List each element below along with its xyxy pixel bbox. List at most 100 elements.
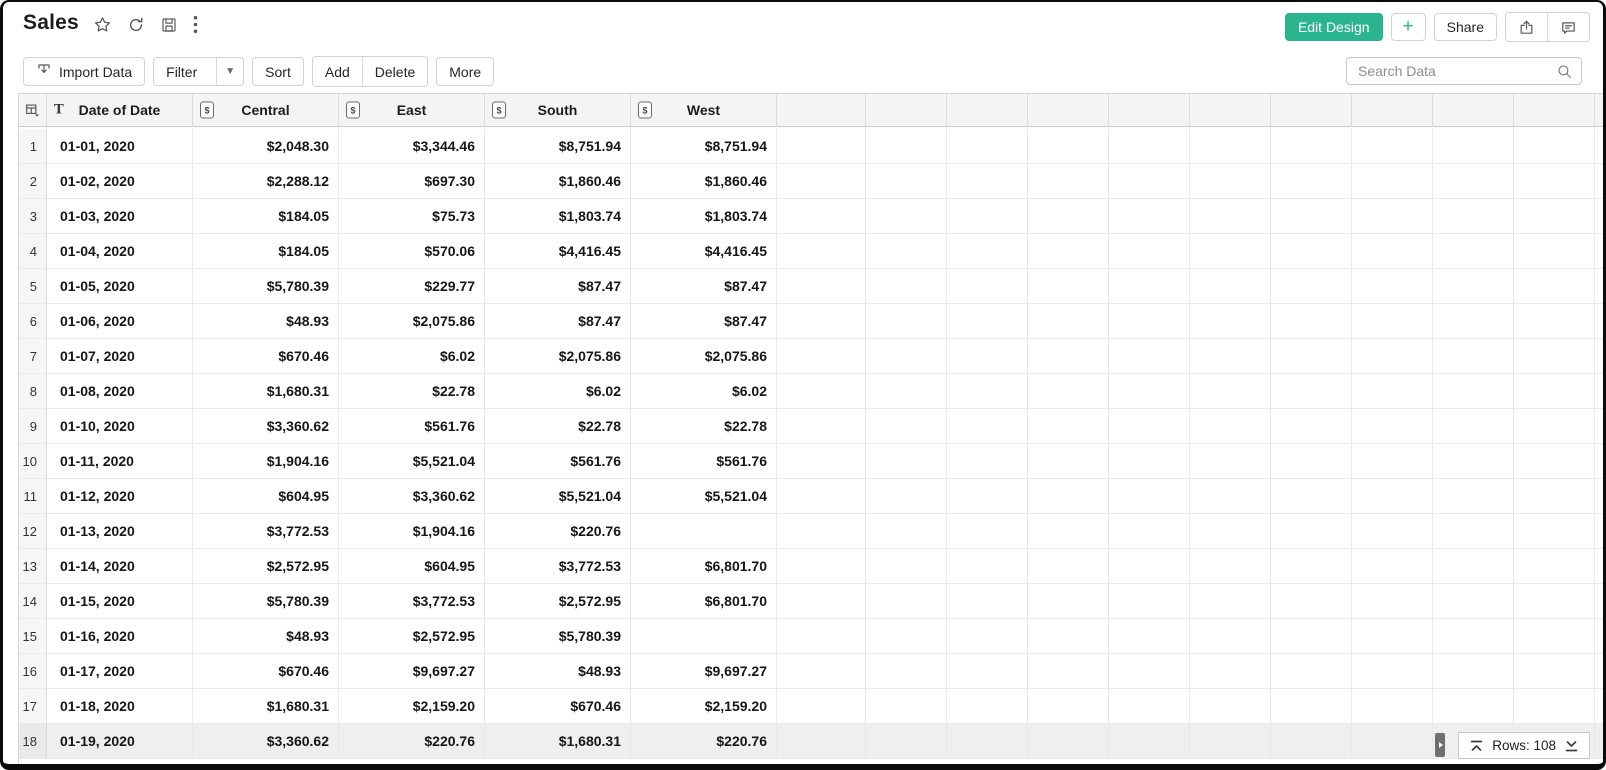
row-number-cell[interactable]: 12 xyxy=(19,514,47,549)
filter-label[interactable]: Filter xyxy=(166,63,198,80)
select-all-corner-cell[interactable] xyxy=(19,94,47,127)
currency-cell[interactable]: $220.76 xyxy=(631,724,777,759)
sort-button[interactable]: Sort xyxy=(252,57,304,86)
date-cell[interactable]: 01-08, 2020 xyxy=(47,374,193,409)
filter-dropdown-caret-icon[interactable]: ▼ xyxy=(216,58,243,85)
delete-button[interactable]: Delete xyxy=(361,57,428,86)
add-button[interactable]: Add xyxy=(312,57,362,86)
currency-cell[interactable]: $2,572.95 xyxy=(485,584,631,619)
export-icon[interactable] xyxy=(1506,13,1547,41)
currency-cell[interactable]: $604.95 xyxy=(193,479,339,514)
currency-cell[interactable]: $2,288.12 xyxy=(193,164,339,199)
currency-cell[interactable]: $48.93 xyxy=(193,304,339,339)
column-header-central[interactable]: $ Central xyxy=(193,94,339,127)
refresh-icon[interactable] xyxy=(127,16,145,34)
date-cell[interactable]: 01-15, 2020 xyxy=(47,584,193,619)
scroll-to-top-icon[interactable] xyxy=(1469,739,1484,753)
star-icon[interactable] xyxy=(93,15,112,34)
currency-cell[interactable]: $5,780.39 xyxy=(485,619,631,654)
currency-cell[interactable]: $2,159.20 xyxy=(339,689,485,724)
currency-cell[interactable]: $75.73 xyxy=(339,199,485,234)
currency-cell[interactable]: $6,801.70 xyxy=(631,549,777,584)
date-cell[interactable]: 01-18, 2020 xyxy=(47,689,193,724)
currency-cell[interactable]: $670.46 xyxy=(193,339,339,374)
currency-cell[interactable]: $1,860.46 xyxy=(631,164,777,199)
currency-cell[interactable]: $1,904.16 xyxy=(193,444,339,479)
scrollbar-handle[interactable] xyxy=(1435,733,1445,757)
row-number-cell[interactable]: 4 xyxy=(19,234,47,269)
currency-cell[interactable]: $3,360.62 xyxy=(193,409,339,444)
create-new-button[interactable]: + xyxy=(1390,13,1426,41)
currency-cell[interactable]: $184.05 xyxy=(193,199,339,234)
currency-cell[interactable] xyxy=(631,514,777,549)
currency-cell[interactable]: $3,344.46 xyxy=(339,129,485,164)
currency-cell[interactable]: $87.47 xyxy=(485,304,631,339)
kebab-menu-icon[interactable] xyxy=(193,15,198,34)
currency-cell[interactable]: $87.47 xyxy=(631,304,777,339)
column-header-east[interactable]: $ East xyxy=(339,94,485,127)
currency-cell[interactable]: $9,697.27 xyxy=(631,654,777,689)
row-number-cell[interactable]: 13 xyxy=(19,549,47,584)
date-cell[interactable]: 01-04, 2020 xyxy=(47,234,193,269)
currency-cell[interactable]: $1,680.31 xyxy=(193,689,339,724)
save-icon[interactable] xyxy=(160,16,178,34)
currency-cell[interactable]: $1,680.31 xyxy=(193,374,339,409)
currency-cell[interactable]: $4,416.45 xyxy=(631,234,777,269)
currency-cell[interactable]: $697.30 xyxy=(339,164,485,199)
date-cell[interactable]: 01-10, 2020 xyxy=(47,409,193,444)
search-input[interactable] xyxy=(1347,63,1556,79)
currency-cell[interactable]: $220.76 xyxy=(339,724,485,759)
currency-cell[interactable]: $670.46 xyxy=(193,654,339,689)
import-data-button[interactable]: Import Data xyxy=(23,57,146,86)
row-number-cell[interactable]: 3 xyxy=(19,199,47,234)
comment-icon[interactable] xyxy=(1547,13,1589,41)
currency-cell[interactable]: $570.06 xyxy=(339,234,485,269)
row-number-cell[interactable]: 16 xyxy=(19,654,47,689)
currency-cell[interactable]: $2,075.86 xyxy=(339,304,485,339)
currency-cell[interactable]: $3,772.53 xyxy=(193,514,339,549)
currency-cell[interactable]: $229.77 xyxy=(339,269,485,304)
date-cell[interactable]: 01-01, 2020 xyxy=(47,129,193,164)
row-number-cell[interactable]: 1 xyxy=(19,129,47,164)
currency-cell[interactable]: $2,075.86 xyxy=(485,339,631,374)
currency-cell[interactable]: $2,075.86 xyxy=(631,339,777,374)
currency-cell[interactable]: $4,416.45 xyxy=(485,234,631,269)
date-cell[interactable]: 01-14, 2020 xyxy=(47,549,193,584)
currency-cell[interactable]: $6.02 xyxy=(485,374,631,409)
currency-cell[interactable]: $561.76 xyxy=(339,409,485,444)
currency-cell[interactable]: $1,860.46 xyxy=(485,164,631,199)
currency-cell[interactable]: $2,048.30 xyxy=(193,129,339,164)
date-cell[interactable]: 01-17, 2020 xyxy=(47,654,193,689)
currency-cell[interactable]: $2,159.20 xyxy=(631,689,777,724)
currency-cell[interactable] xyxy=(631,619,777,654)
currency-cell[interactable]: $670.46 xyxy=(485,689,631,724)
currency-cell[interactable]: $3,772.53 xyxy=(485,549,631,584)
date-cell[interactable]: 01-16, 2020 xyxy=(47,619,193,654)
currency-cell[interactable]: $8,751.94 xyxy=(631,129,777,164)
currency-cell[interactable]: $3,772.53 xyxy=(339,584,485,619)
currency-cell[interactable]: $8,751.94 xyxy=(485,129,631,164)
currency-cell[interactable]: $87.47 xyxy=(485,269,631,304)
row-number-cell[interactable]: 17 xyxy=(19,689,47,724)
currency-cell[interactable]: $9,697.27 xyxy=(339,654,485,689)
date-cell[interactable]: 01-19, 2020 xyxy=(47,724,193,759)
currency-cell[interactable]: $22.78 xyxy=(339,374,485,409)
currency-cell[interactable]: $3,360.62 xyxy=(339,479,485,514)
currency-cell[interactable]: $48.93 xyxy=(485,654,631,689)
row-number-cell[interactable]: 2 xyxy=(19,164,47,199)
date-cell[interactable]: 01-07, 2020 xyxy=(47,339,193,374)
currency-cell[interactable]: $184.05 xyxy=(193,234,339,269)
column-header-west[interactable]: $ West xyxy=(631,94,777,127)
currency-cell[interactable]: $604.95 xyxy=(339,549,485,584)
row-number-cell[interactable]: 5 xyxy=(19,269,47,304)
row-number-cell[interactable]: 9 xyxy=(19,409,47,444)
currency-cell[interactable]: $1,803.74 xyxy=(485,199,631,234)
date-cell[interactable]: 01-03, 2020 xyxy=(47,199,193,234)
date-cell[interactable]: 01-05, 2020 xyxy=(47,269,193,304)
currency-cell[interactable]: $5,780.39 xyxy=(193,269,339,304)
currency-cell[interactable]: $1,680.31 xyxy=(485,724,631,759)
currency-cell[interactable]: $561.76 xyxy=(631,444,777,479)
currency-cell[interactable]: $1,904.16 xyxy=(339,514,485,549)
row-number-cell[interactable]: 8 xyxy=(19,374,47,409)
share-button[interactable]: Share xyxy=(1433,13,1497,41)
